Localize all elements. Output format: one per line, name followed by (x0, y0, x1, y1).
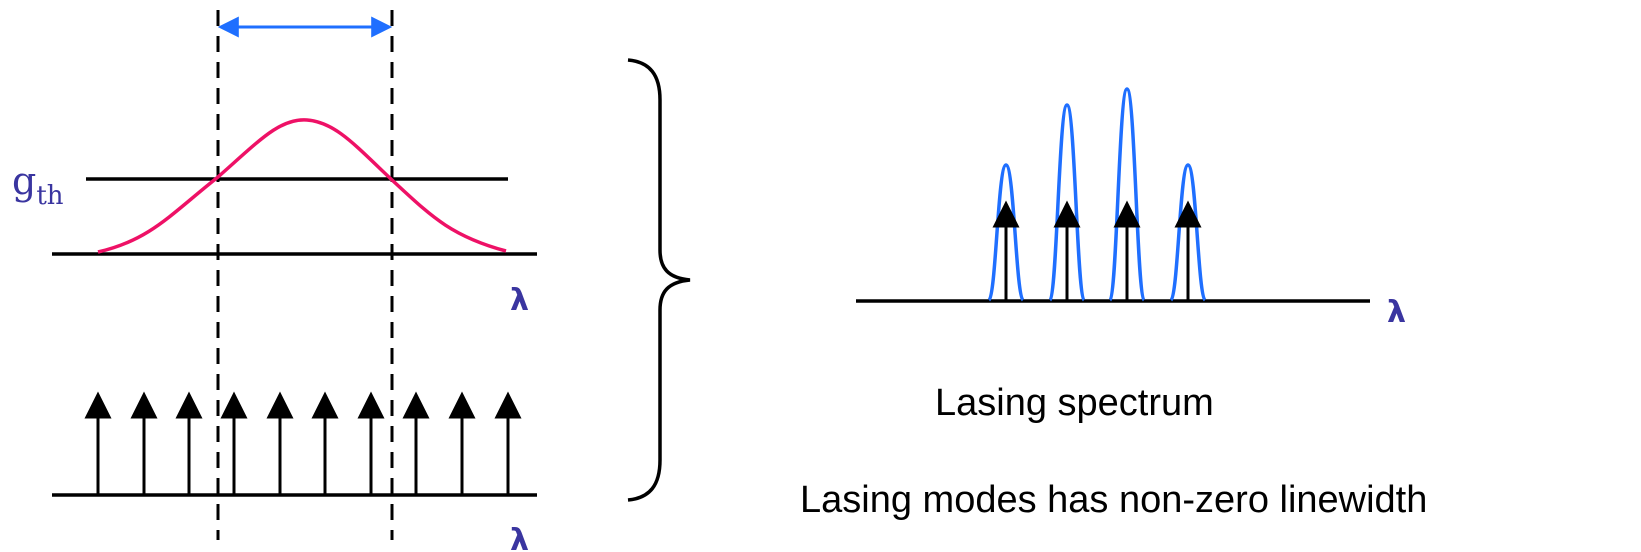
spectrum-axis-lambda: λ (1387, 295, 1406, 330)
linewidth-caption: Lasing modes has non-zero linewidth (800, 479, 1427, 521)
threshold-gain-label: gth (12, 159, 64, 211)
lasing-mode-line (1108, 87, 1146, 302)
lasing-spectrum-lines (987, 87, 1207, 302)
gain-axis-lambda: λ (510, 283, 529, 318)
combine-brace (627, 58, 691, 502)
lasing-spectrum-caption: Lasing spectrum (935, 382, 1214, 424)
lasing-mode-line (1169, 163, 1207, 302)
lasing-mode-line (987, 163, 1025, 302)
gain-curve (97, 118, 507, 254)
lasing-mode-line (1048, 103, 1086, 302)
cavity-axis-lambda: λ (510, 523, 529, 552)
cavity-modes (84, 391, 522, 495)
lasing-mode-arrows (992, 200, 1202, 301)
